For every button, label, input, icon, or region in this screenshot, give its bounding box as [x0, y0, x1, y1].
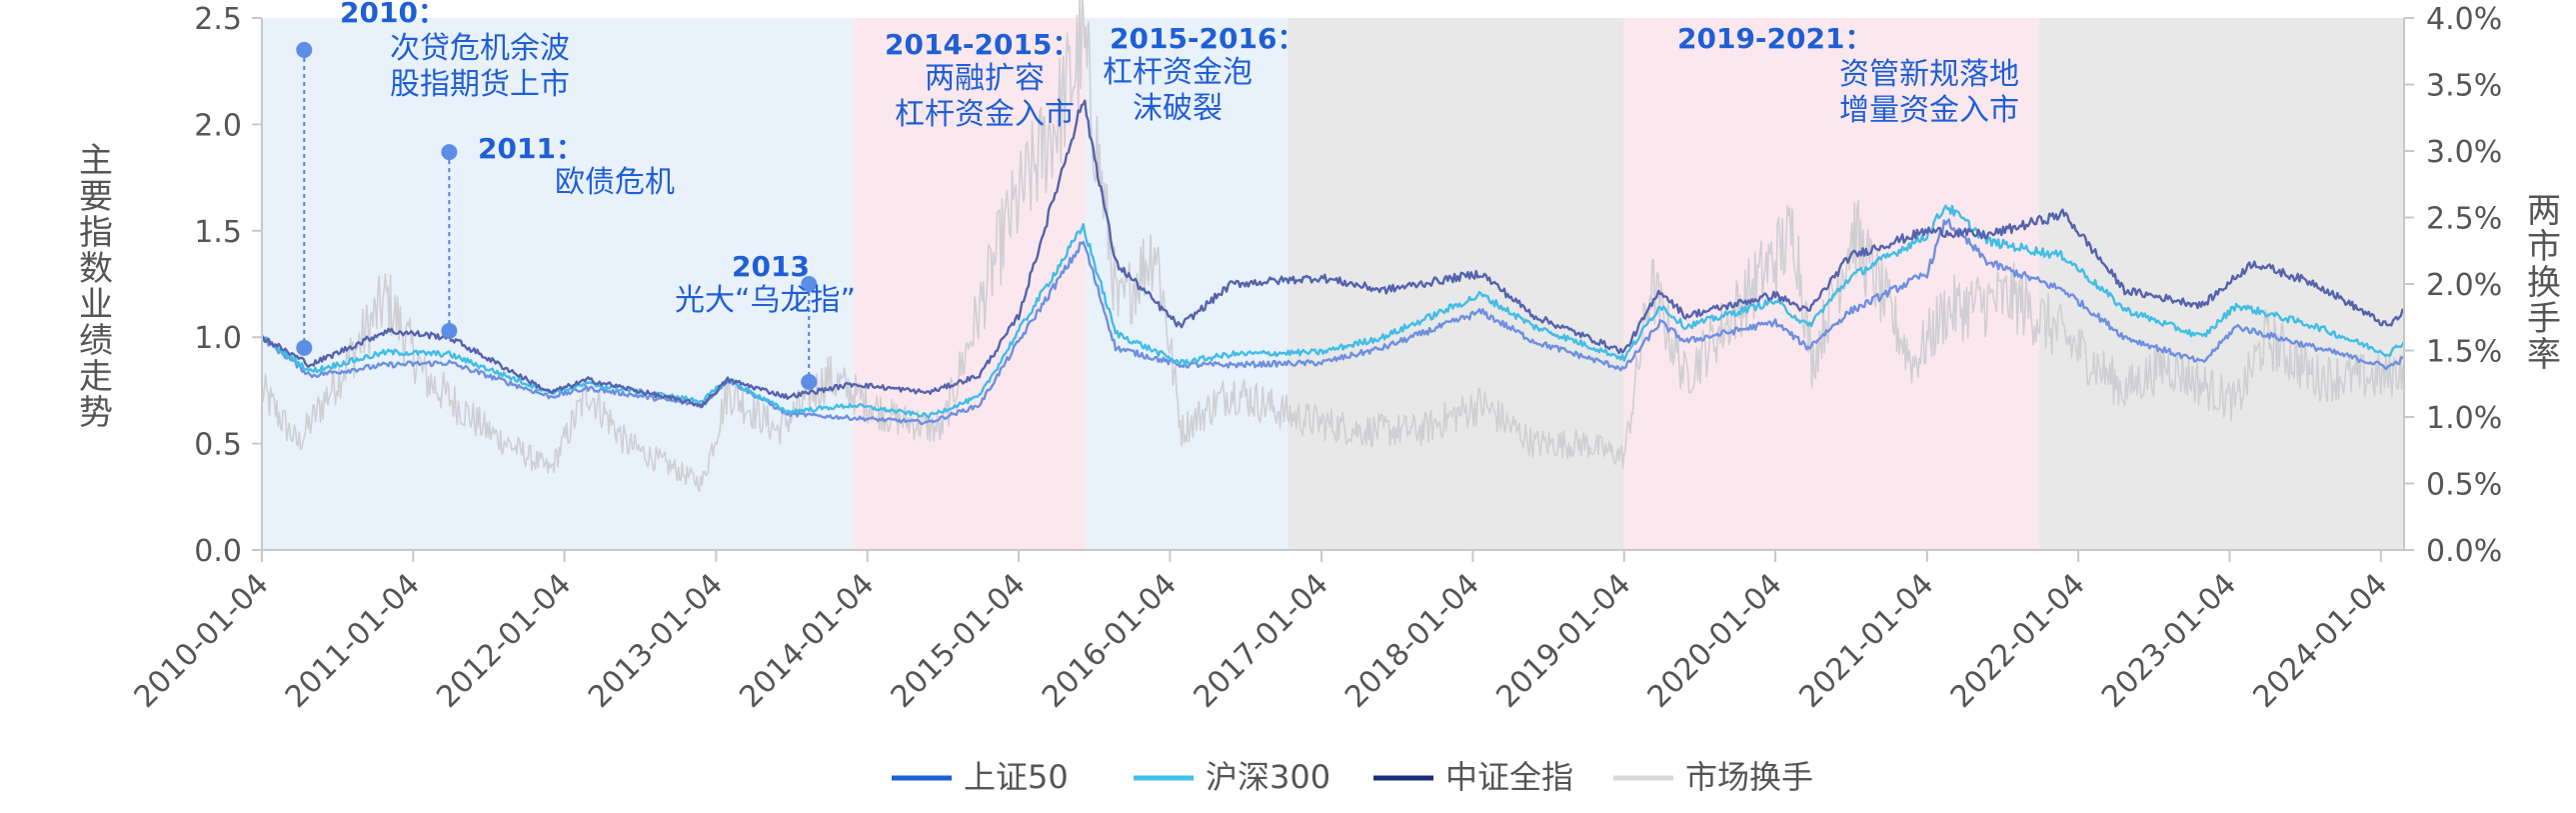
y-right-tick-label-8: 4.0%: [2426, 2, 2502, 37]
series-line-2: [261, 99, 2405, 409]
legend: 上证50 沪深300 中证全指 市场换手: [892, 758, 1813, 796]
annotation-title-1: 2011：: [478, 132, 584, 165]
y-right-tick-label-5: 2.5%: [2426, 202, 2502, 237]
x-tick-label-6: 2016-01-04: [1036, 567, 1184, 715]
x-tick-label-4: 2014-01-04: [733, 567, 881, 715]
series-line-0: [260, 218, 2405, 426]
y-left-tick-label-2: 1.0: [194, 321, 242, 356]
x-tick-label-11: 2021-01-04: [1792, 567, 1940, 715]
annotation-line-4-1: 沫破裂: [1133, 91, 1223, 126]
event-marker-bottom-1: [441, 322, 458, 339]
annotation-line-0-0: 次贷危机余波: [390, 31, 570, 66]
event-marker-bottom-2: [801, 373, 818, 390]
x-tick-label-0: 2010-01-04: [128, 567, 276, 715]
annotation-line-2-0: 光大“乌龙指”: [675, 283, 856, 318]
event-marker-top-0: [296, 41, 313, 58]
annotation-line-5-0: 资管新规落地: [1839, 57, 2019, 92]
y-right-tick-label-3: 1.5%: [2426, 335, 2502, 370]
series-lines: [260, 0, 2406, 492]
annotation-line-3-0: 两融扩容: [925, 61, 1045, 96]
event-marker-top-1: [441, 144, 458, 161]
x-tick-label-8: 2018-01-04: [1338, 567, 1486, 715]
x-tick-label-13: 2023-01-04: [2095, 567, 2243, 715]
shaded-periods: [262, 18, 2404, 550]
annotation-line-1-0: 欧债危机: [555, 165, 675, 200]
legend-label-3: 市场换手: [1685, 758, 1813, 796]
event-markers: [296, 41, 818, 390]
annotation-title-4: 2015-2016：: [1110, 22, 1304, 55]
series-line-1: [260, 204, 2406, 419]
y-left-tick-label-4: 2.0: [194, 108, 242, 143]
event-marker-top-2: [801, 276, 818, 292]
annotation-title-0: 2010：: [340, 0, 446, 29]
x-tick-label-1: 2011-01-04: [279, 567, 427, 715]
annotation-line-3-1: 杠杆资金入市: [895, 97, 1075, 132]
annotation-title-3: 2014-2015：: [885, 28, 1080, 61]
y-right-tick-label-2: 1.0%: [2426, 401, 2502, 436]
y-left-tick-label-5: 2.5: [194, 2, 242, 37]
y-left-tick-label-3: 1.5: [194, 215, 242, 250]
x-tick-label-14: 2024-01-04: [2246, 567, 2394, 715]
legend-label-0: 上证50: [964, 758, 1069, 796]
annotation-line-5-1: 增量资金入市: [1839, 93, 2019, 128]
x-tick-label-2: 2012-01-04: [430, 567, 578, 715]
annotation-line-0-1: 股指期货上市: [390, 67, 570, 102]
y-left-axis-title: 主要指数业绩走势: [79, 141, 113, 433]
series-line-3: [261, 0, 2405, 492]
event-marker-bottom-0: [296, 339, 313, 356]
y-left-tick-label-0: 0.0: [194, 534, 242, 569]
y-left-tick-label-1: 0.5: [194, 428, 242, 463]
y-right-tick-label-4: 2.0%: [2426, 268, 2502, 303]
y-right-tick-label-6: 3.0%: [2426, 135, 2502, 170]
legend-label-1: 沪深300: [1206, 758, 1330, 796]
y-right-axis-title: 两市换手率: [2527, 191, 2561, 375]
annotation-title-2: 2013: [732, 250, 810, 283]
annotation-title-5: 2019-2021：: [1677, 22, 1872, 55]
x-tick-label-5: 2015-01-04: [885, 567, 1033, 715]
y-right-tick-label-0: 0.0%: [2426, 534, 2502, 569]
shaded-period-5: [2038, 18, 2404, 550]
x-tick-label-7: 2017-01-04: [1188, 567, 1335, 715]
y-right-tick-label-7: 3.5%: [2426, 69, 2502, 104]
x-tick-label-9: 2019-01-04: [1489, 567, 1637, 715]
x-tick-label-3: 2013-01-04: [582, 567, 730, 715]
annotation-line-4-0: 杠杆资金泡: [1103, 55, 1253, 90]
legend-label-2: 中证全指: [1445, 758, 1573, 796]
x-tick-label-12: 2022-01-04: [1944, 567, 2092, 715]
y-right-tick-label-1: 0.5%: [2426, 468, 2502, 503]
x-tick-label-10: 2020-01-04: [1641, 567, 1789, 715]
